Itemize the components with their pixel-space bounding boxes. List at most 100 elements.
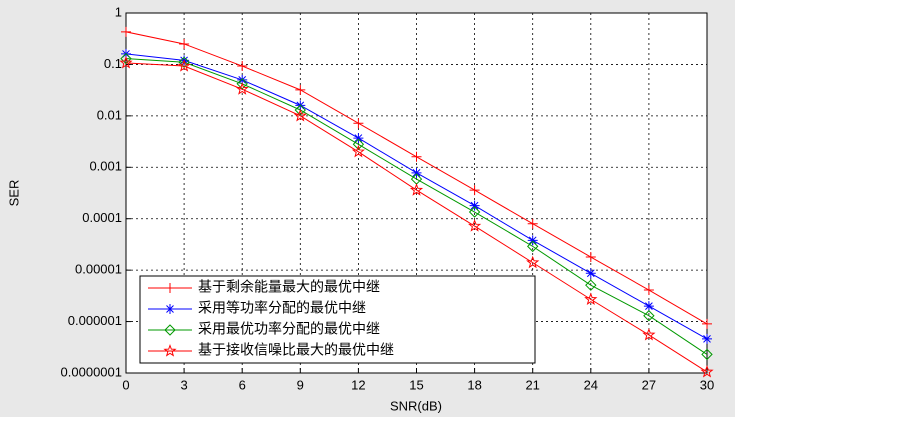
marker xyxy=(351,144,365,158)
x-tick-label: 0 xyxy=(122,377,129,392)
marker-shape xyxy=(351,144,365,158)
marker-shape xyxy=(177,59,191,72)
marker xyxy=(352,138,365,150)
marker xyxy=(163,344,177,357)
marker xyxy=(235,82,249,95)
marker xyxy=(584,292,598,306)
marker-shape xyxy=(409,183,424,196)
x-tick-label: 18 xyxy=(467,377,481,392)
marker xyxy=(353,133,364,144)
x-tick-label: 27 xyxy=(642,377,656,392)
y-tick-label: 0.0000001 xyxy=(61,364,122,379)
series-line xyxy=(125,58,708,355)
marker xyxy=(527,235,538,246)
marker-shape xyxy=(527,235,538,246)
marker xyxy=(179,38,190,49)
marker-shape xyxy=(469,185,480,196)
marker xyxy=(119,55,133,69)
marker xyxy=(293,108,307,122)
y-tick-label: 0.001 xyxy=(89,159,122,174)
y-tick-label: 0.1 xyxy=(104,56,122,71)
marker-shape xyxy=(294,104,307,116)
marker-shape xyxy=(468,206,481,218)
marker xyxy=(178,56,190,69)
marker-shape xyxy=(469,200,480,211)
marker-shape xyxy=(293,108,307,122)
marker-shape xyxy=(411,151,422,162)
marker-shape xyxy=(701,348,713,361)
marker-shape xyxy=(121,26,131,37)
x-tick-label: 21 xyxy=(525,377,539,392)
marker xyxy=(700,364,714,378)
marker xyxy=(469,185,480,196)
marker xyxy=(237,74,248,85)
x-tick-label: 9 xyxy=(297,377,304,392)
marker xyxy=(165,283,175,293)
marker-shape xyxy=(164,324,176,336)
marker xyxy=(643,301,654,312)
marker-shape xyxy=(119,55,133,69)
legend-label: 基于接收信噪比最大的最优中继 xyxy=(198,342,394,358)
marker xyxy=(526,240,539,253)
marker xyxy=(643,285,654,296)
marker-shape xyxy=(526,240,539,253)
marker-shape xyxy=(643,301,654,312)
marker-shape xyxy=(585,279,597,291)
marker-shape xyxy=(702,318,712,329)
marker xyxy=(177,59,191,72)
marker-shape xyxy=(295,84,306,95)
marker-shape xyxy=(178,56,190,69)
marker xyxy=(468,206,481,218)
marker xyxy=(353,118,364,129)
plot-frame xyxy=(125,12,708,374)
marker xyxy=(585,252,596,263)
x-axis-label: SNR(dB) xyxy=(390,398,442,413)
marker-shape xyxy=(643,285,654,296)
marker-shape xyxy=(643,310,655,322)
y-tick-label: 0.0001 xyxy=(82,210,122,225)
marker-shape xyxy=(642,327,656,341)
marker-shape xyxy=(527,218,538,229)
marker xyxy=(527,218,538,229)
marker xyxy=(702,318,712,329)
marker-shape xyxy=(179,38,190,49)
y-tick-label: 0.000001 xyxy=(68,313,122,328)
x-tick-label: 30 xyxy=(700,377,714,392)
marker-shape xyxy=(353,133,364,144)
marker xyxy=(702,333,712,344)
marker-shape xyxy=(585,252,596,263)
marker xyxy=(165,304,175,314)
marker xyxy=(120,52,132,65)
marker xyxy=(643,310,655,322)
marker-shape xyxy=(468,219,482,232)
marker xyxy=(469,200,480,211)
marker xyxy=(295,84,306,95)
marker xyxy=(585,268,596,279)
legend-label: 采用等功率分配的最优中继 xyxy=(198,300,366,316)
marker xyxy=(468,219,482,232)
legend-label: 采用最优功率分配的最优中继 xyxy=(198,321,380,337)
marker xyxy=(409,183,424,196)
y-tick-label: 1 xyxy=(115,4,122,19)
y-tick-label: 0.00001 xyxy=(75,262,122,277)
marker-shape xyxy=(526,255,540,269)
marker xyxy=(642,327,656,341)
marker-shape xyxy=(700,364,714,378)
marker-shape xyxy=(585,268,596,279)
marker xyxy=(294,104,307,116)
x-tick-label: 24 xyxy=(584,377,598,392)
x-tick-label: 15 xyxy=(409,377,423,392)
marker-shape xyxy=(237,61,248,72)
marker-shape xyxy=(120,52,132,65)
legend-label: 基于剩余能量最大的最优中继 xyxy=(198,279,380,295)
marker xyxy=(411,151,422,162)
marker-shape xyxy=(237,74,248,85)
marker xyxy=(164,324,176,336)
y-axis-label: SER xyxy=(6,180,21,207)
marker-shape xyxy=(165,283,175,293)
marker-shape xyxy=(584,292,598,306)
marker-shape xyxy=(411,167,422,178)
marker-shape xyxy=(702,333,712,344)
